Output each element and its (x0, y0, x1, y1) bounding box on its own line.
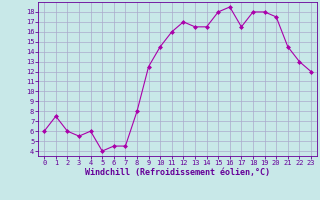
X-axis label: Windchill (Refroidissement éolien,°C): Windchill (Refroidissement éolien,°C) (85, 168, 270, 177)
